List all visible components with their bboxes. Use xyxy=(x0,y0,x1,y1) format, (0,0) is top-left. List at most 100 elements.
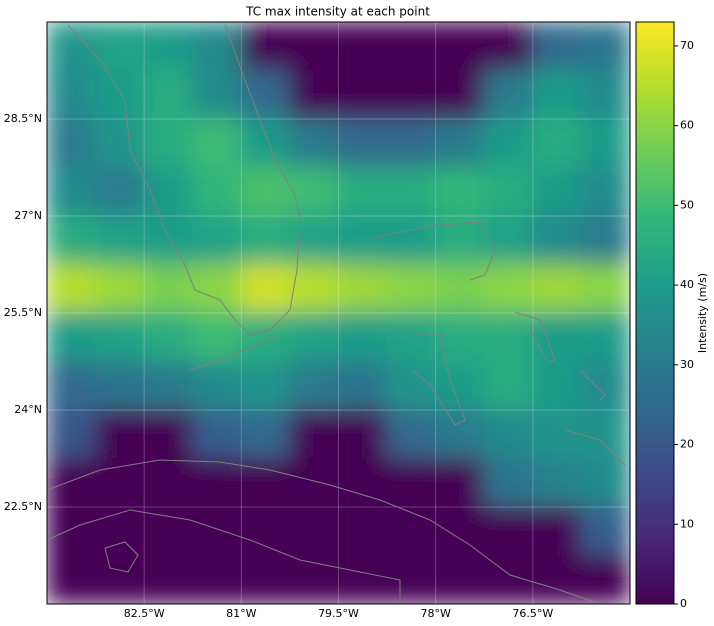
y-tick-label: 27°N xyxy=(14,209,42,222)
heatmap-cell xyxy=(580,457,630,508)
heatmap-cell xyxy=(434,118,486,169)
heatmap-cell xyxy=(143,554,194,604)
heatmap-cell xyxy=(94,312,146,363)
heatmap-cell xyxy=(143,69,194,120)
heatmap-cell xyxy=(580,118,630,169)
heatmap-cell xyxy=(386,118,437,169)
heatmap-cell xyxy=(337,263,389,314)
heatmap-cell xyxy=(288,312,340,363)
heatmap-cell xyxy=(386,263,437,314)
heatmap-cell xyxy=(531,215,583,266)
heatmap-cell xyxy=(143,22,194,72)
heatmap-cell xyxy=(47,554,97,604)
heatmap-cell xyxy=(94,506,146,557)
heatmap-cell xyxy=(191,69,243,120)
heatmap-cell xyxy=(94,118,146,169)
heatmap-cell xyxy=(191,215,243,266)
x-tick-label: 79.5°W xyxy=(318,607,359,620)
heatmap-cell xyxy=(337,69,389,120)
heatmap-cell xyxy=(434,312,486,363)
heatmap-cell xyxy=(483,215,534,266)
colorbar-tick-label: 50 xyxy=(680,198,694,211)
colorbar-label: Intensity (m/s) xyxy=(696,273,709,353)
heatmap-cell xyxy=(531,263,583,314)
heatmap-cell xyxy=(94,263,146,314)
heatmap-cell xyxy=(531,360,583,411)
florida-coast xyxy=(67,24,301,336)
heatmap-cell xyxy=(483,312,534,363)
heatmap-cell xyxy=(240,554,291,604)
x-tick-label: 81°W xyxy=(226,607,256,620)
bahamas xyxy=(371,221,626,466)
heatmap-cell xyxy=(386,409,437,460)
heatmap-cell xyxy=(531,554,583,604)
y-tick-label: 22.5°N xyxy=(4,500,42,513)
heatmap-cell xyxy=(531,22,583,72)
heatmap-cell xyxy=(191,22,243,72)
heatmap-cell xyxy=(483,69,534,120)
heatmap-cell xyxy=(580,312,630,363)
heatmap-cell xyxy=(94,22,146,72)
isle-of-youth xyxy=(104,541,139,573)
heatmap-cell xyxy=(483,118,534,169)
heatmap-cell xyxy=(191,554,243,604)
heatmap-cell xyxy=(580,166,630,217)
heatmap-cell xyxy=(288,118,340,169)
heatmap-cell xyxy=(288,22,340,72)
heatmap-cell xyxy=(386,166,437,217)
heatmap-cell xyxy=(240,360,291,411)
heatmap-cell xyxy=(434,457,486,508)
colorbar-tick-label: 60 xyxy=(680,119,694,132)
heatmap-cell xyxy=(580,554,630,604)
heatmap-cell xyxy=(386,69,437,120)
heatmap-cell xyxy=(94,457,146,508)
heatmap-cell xyxy=(531,506,583,557)
colorbar-tick-label: 20 xyxy=(680,438,694,451)
heatmap-cell xyxy=(531,69,583,120)
keys xyxy=(189,337,276,371)
heatmap-cell xyxy=(337,312,389,363)
heatmap-cell xyxy=(288,554,340,604)
heatmap-cell xyxy=(47,69,97,120)
heatmap-cell xyxy=(337,166,389,217)
heatmap-cell xyxy=(240,263,291,314)
heatmap-cell xyxy=(434,554,486,604)
heatmap-cell xyxy=(580,360,630,411)
heatmap-cell xyxy=(143,312,194,363)
heatmap-cell xyxy=(288,166,340,217)
heatmap-cell xyxy=(47,312,97,363)
heatmap-cell xyxy=(337,506,389,557)
heatmap-cell xyxy=(580,506,630,557)
heatmap-cell xyxy=(240,457,291,508)
heatmap-cell xyxy=(240,506,291,557)
heatmap-cell xyxy=(288,409,340,460)
heatmap-cell xyxy=(288,215,340,266)
heatmap-cell xyxy=(143,506,194,557)
y-tick-label: 25.5°N xyxy=(4,306,42,319)
heatmap-cell xyxy=(94,409,146,460)
heatmap-cell xyxy=(143,215,194,266)
colorbar-tick-label: 30 xyxy=(680,358,694,371)
heatmap-cell xyxy=(240,22,291,72)
plot-frame xyxy=(46,21,631,605)
heatmap-cell xyxy=(143,118,194,169)
heatmap xyxy=(47,22,630,604)
heatmap-cell xyxy=(240,215,291,266)
heatmap-cell xyxy=(337,22,389,72)
heatmap-cell xyxy=(386,457,437,508)
heatmap-cell xyxy=(386,506,437,557)
heatmap-cell xyxy=(240,312,291,363)
heatmap-cell xyxy=(47,263,97,314)
heatmap-cell xyxy=(531,118,583,169)
heatmap-cell xyxy=(47,409,97,460)
heatmap-cell xyxy=(191,166,243,217)
heatmap-cell xyxy=(94,69,146,120)
colorbar-tick-label: 40 xyxy=(680,278,694,291)
heatmap-cell xyxy=(288,263,340,314)
heatmap-cell xyxy=(143,360,194,411)
heatmap-cell xyxy=(386,360,437,411)
chart-title: TC max intensity at each point xyxy=(245,5,430,19)
heatmap-cell xyxy=(434,22,486,72)
heatmap-cell xyxy=(143,166,194,217)
